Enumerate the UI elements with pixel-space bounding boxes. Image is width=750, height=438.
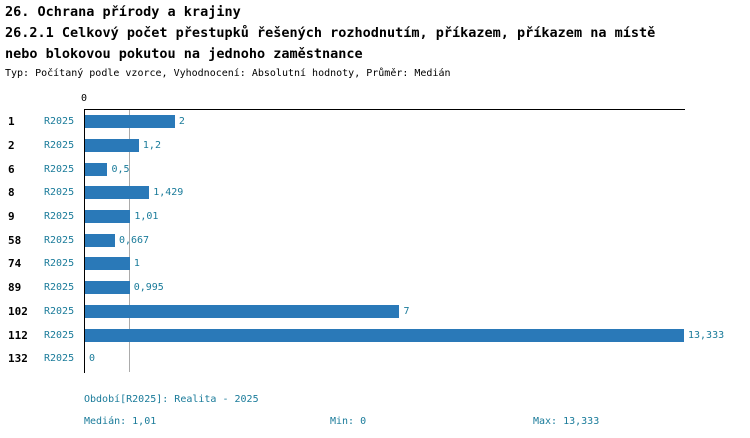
row-series-label: R2025	[44, 116, 75, 128]
bar-value-label: 1,2	[142, 140, 161, 152]
bar-track: 1	[85, 252, 140, 276]
bar	[85, 281, 130, 295]
chart-row: 8 R2025 1,429	[0, 181, 750, 205]
bar	[85, 162, 108, 176]
row-category-label: 2	[8, 139, 15, 153]
min-stat: Min: 0	[330, 416, 367, 427]
bar-track: 1,01	[85, 205, 158, 229]
bar-track: 0	[85, 347, 95, 371]
bar	[85, 210, 131, 224]
row-category-label: 6	[8, 162, 15, 176]
x-axis-line	[84, 109, 685, 110]
bar	[85, 257, 130, 271]
row-series-label: R2025	[44, 187, 75, 199]
row-category-label: 1	[8, 115, 15, 129]
chart-row: 58 R2025 0,667	[0, 228, 750, 252]
report-title-line2: 26.2.1 Celkový počet přestupků řešených …	[5, 25, 656, 41]
bar	[85, 139, 139, 153]
median-line	[129, 110, 131, 372]
max-stat: Max: 13,333	[533, 416, 600, 427]
bar-value-label: 2	[178, 116, 185, 128]
row-category-label: 8	[8, 186, 15, 200]
bar-value-label: 0,667	[118, 234, 150, 246]
row-series-label: R2025	[44, 353, 75, 365]
chart-row: 102 R2025 7	[0, 300, 750, 324]
row-category-label: 112	[8, 328, 28, 342]
row-series-label: R2025	[44, 305, 75, 317]
row-category-label: 58	[8, 233, 22, 247]
chart-row: 1 R2025 2	[0, 110, 750, 134]
row-series-label: R2025	[44, 163, 75, 175]
row-category-label: 74	[8, 257, 22, 271]
row-category-label: 89	[8, 281, 22, 295]
period-label: Období[R2025]: Realita - 2025	[84, 394, 259, 405]
bar-track: 2	[85, 110, 185, 134]
bar	[85, 304, 400, 318]
bar-value-label: 0,995	[133, 282, 164, 294]
bar-track: 0,995	[85, 276, 164, 300]
median-stat: Medián: 1,01	[84, 416, 157, 427]
row-category-label: 132	[8, 352, 28, 366]
report-title-line3: nebo blokovou pokutou na jednoho zaměstn…	[5, 46, 363, 62]
bar-value-label: 0	[89, 353, 96, 365]
chart-row: 89 R2025 0,995	[0, 276, 750, 300]
bar	[85, 115, 175, 129]
chart-row: 112 R2025 13,333	[0, 323, 750, 347]
bar-value-label: 0,5	[111, 163, 130, 175]
row-series-label: R2025	[44, 211, 75, 223]
report-title-line1: 26. Ochrana přírody a krajiny	[5, 4, 241, 20]
chart-row: 6 R2025 0,5	[0, 157, 750, 181]
chart-row: 2 R2025 1,2	[0, 134, 750, 158]
bar-track: 1,429	[85, 181, 183, 205]
row-series-label: R2025	[44, 329, 75, 341]
bar-value-label: 7	[403, 305, 410, 317]
bar	[85, 328, 684, 342]
title-block: 26. Ochrana přírody a krajiny 26.2.1 Cel…	[5, 2, 655, 81]
bar-value-label: 13,333	[688, 329, 725, 341]
bar-value-label: 1,01	[134, 211, 159, 223]
bar-track: 0,5	[85, 157, 130, 181]
bar	[85, 186, 150, 200]
bar	[85, 233, 115, 247]
chart-row: 9 R2025 1,01	[0, 205, 750, 229]
bar-track: 1,2	[85, 134, 161, 158]
y-axis-line	[84, 109, 85, 373]
bar-track: 13,333	[85, 323, 724, 347]
row-series-label: R2025	[44, 140, 75, 152]
chart-row: 74 R2025 1	[0, 252, 750, 276]
report-subtitle: Typ: Počítaný podle vzorce, Vyhodnocení:…	[5, 68, 451, 79]
x-axis-tick-zero: 0	[80, 93, 88, 104]
row-category-label: 102	[8, 304, 28, 318]
row-series-label: R2025	[44, 282, 75, 294]
row-category-label: 9	[8, 210, 15, 224]
chart-row: 132 R2025 0	[0, 347, 750, 371]
bar-value-label: 1,429	[153, 187, 184, 199]
bar-value-label: 1	[133, 258, 140, 270]
bar-track: 7	[85, 300, 410, 324]
bar-track: 0,667	[85, 228, 149, 252]
row-series-label: R2025	[44, 234, 75, 246]
chart-rows: 1 R2025 2 2 R2025 1,2 6 R2025 0,5 8 R2025 1,429 9 R20…	[0, 110, 750, 371]
row-series-label: R2025	[44, 258, 75, 270]
